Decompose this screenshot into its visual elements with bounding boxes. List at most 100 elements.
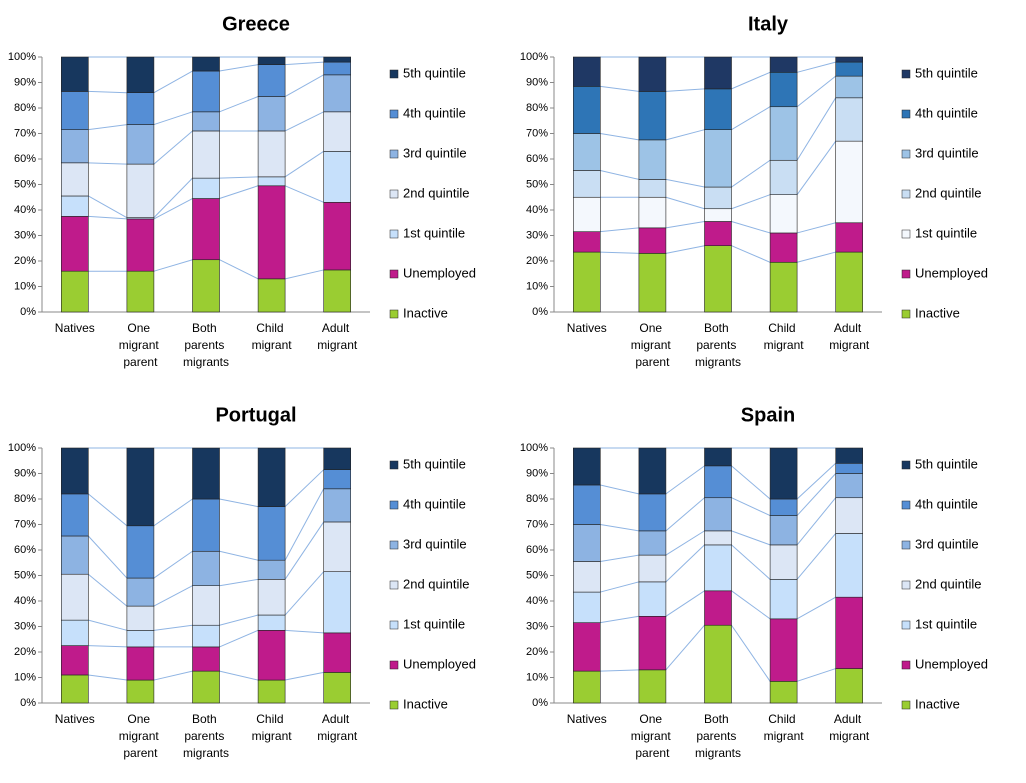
bar-segment [769,159,798,195]
bar-segment [257,64,286,97]
bar-segment [192,130,220,179]
bar-segment [769,261,798,313]
bar-segment [60,674,89,704]
y-tick-label: 70% [14,127,36,139]
connector [600,554,639,562]
bar-segment [638,253,667,313]
label-line: parents [184,338,227,352]
x-tick-label: Natives [567,321,607,335]
legend-label: Unemployed [915,656,988,671]
bar-segment [192,585,220,626]
bar-segment [323,61,352,76]
bar-segment [257,506,286,561]
connector [153,498,193,527]
bar-segment [323,469,352,490]
chart-panel: Greece 0% 10% 20% 30% 40% 50% 60% 70% 80% 90% 100% N… [8,13,476,369]
y-tick-label: 70% [14,518,36,530]
bar-segment [769,544,798,580]
bar-segment [126,92,155,125]
connector [731,71,771,90]
connector [153,259,193,272]
label-line: parent [635,746,670,760]
label-line: One [639,712,665,726]
label-line: migrant [317,729,358,743]
legend-swatch [901,69,911,79]
bar-segment [769,194,798,234]
bar-segment [257,679,286,704]
bar-segment [257,614,286,631]
connector [284,74,324,97]
legend-swatch [389,500,399,510]
connector [731,159,771,188]
label-line: migrant [631,338,674,352]
legend-swatch [389,620,399,630]
x-tick-label: Child migrant [252,321,293,352]
connector [731,465,771,500]
legend-label: 5th quintile [403,65,466,80]
connector [88,215,127,220]
y-tick-label: 40% [14,595,36,607]
bar-segment [769,515,798,546]
y-tick-label: 30% [14,620,36,632]
legend-swatch [901,620,911,630]
bar-segment [60,535,89,575]
bar-segment [126,605,155,631]
connector [87,493,128,527]
connector [600,484,640,495]
bar-segment [60,619,89,646]
label-line: Both [704,321,732,335]
bar-segment [835,75,864,99]
connector [88,645,127,648]
legend-label: Inactive [403,305,448,320]
legend-label: 2nd quintile [915,185,982,200]
connector [600,669,639,672]
x-tick-label: Both parents migrants [695,321,741,369]
legend-swatch [389,460,399,470]
connector [219,550,259,561]
label-line: migrant [119,338,162,352]
bar-segment [769,681,798,704]
bar-segment [572,56,601,87]
y-tick-label: 90% [526,467,548,479]
label-line: migrant [764,338,805,352]
label-line: Natives [55,712,95,726]
label-line: migrants [695,355,741,369]
x-tick-label: Child migrant [764,712,805,743]
bar-segment [323,571,352,634]
y-tick-label: 60% [526,544,548,556]
bar-segment [704,590,732,626]
y-tick-label: 10% [14,280,36,292]
y-tick-label: 80% [526,102,548,114]
legend-label: 1st quintile [915,616,977,631]
connector [796,533,837,580]
label-line: migrant [829,729,870,743]
bar-segment [638,91,667,141]
bar-segment [257,559,286,580]
bar-segment [126,124,155,165]
connector [88,90,127,94]
connector [731,106,771,131]
bar-segment [835,668,864,704]
y-tick-label: 70% [526,518,548,530]
connector [88,162,127,165]
bar-segment [638,179,667,198]
bar-segment [835,473,864,499]
y-tick-label: 50% [526,178,548,190]
y-tick-label: 80% [14,102,36,114]
bar-segment [769,579,798,620]
legend-swatch [389,700,399,710]
connector [665,129,705,141]
bar-segment [126,270,155,313]
bar-segment [192,70,220,113]
label-line: Adult [834,712,865,726]
bar-segment [704,447,732,467]
legend-label: 4th quintile [403,496,466,511]
legend-label: 4th quintile [915,496,978,511]
bar-segment [257,447,286,507]
legend-swatch [389,540,399,550]
connector [665,245,705,254]
legend-label: 3rd quintile [915,536,979,551]
chart-panel: Spain 0% 10% 20% 30% 40% 50% 60% 70% 80% 90% 100% Na… [520,404,988,760]
label-line: Child [256,712,287,726]
legend-swatch [901,580,911,590]
